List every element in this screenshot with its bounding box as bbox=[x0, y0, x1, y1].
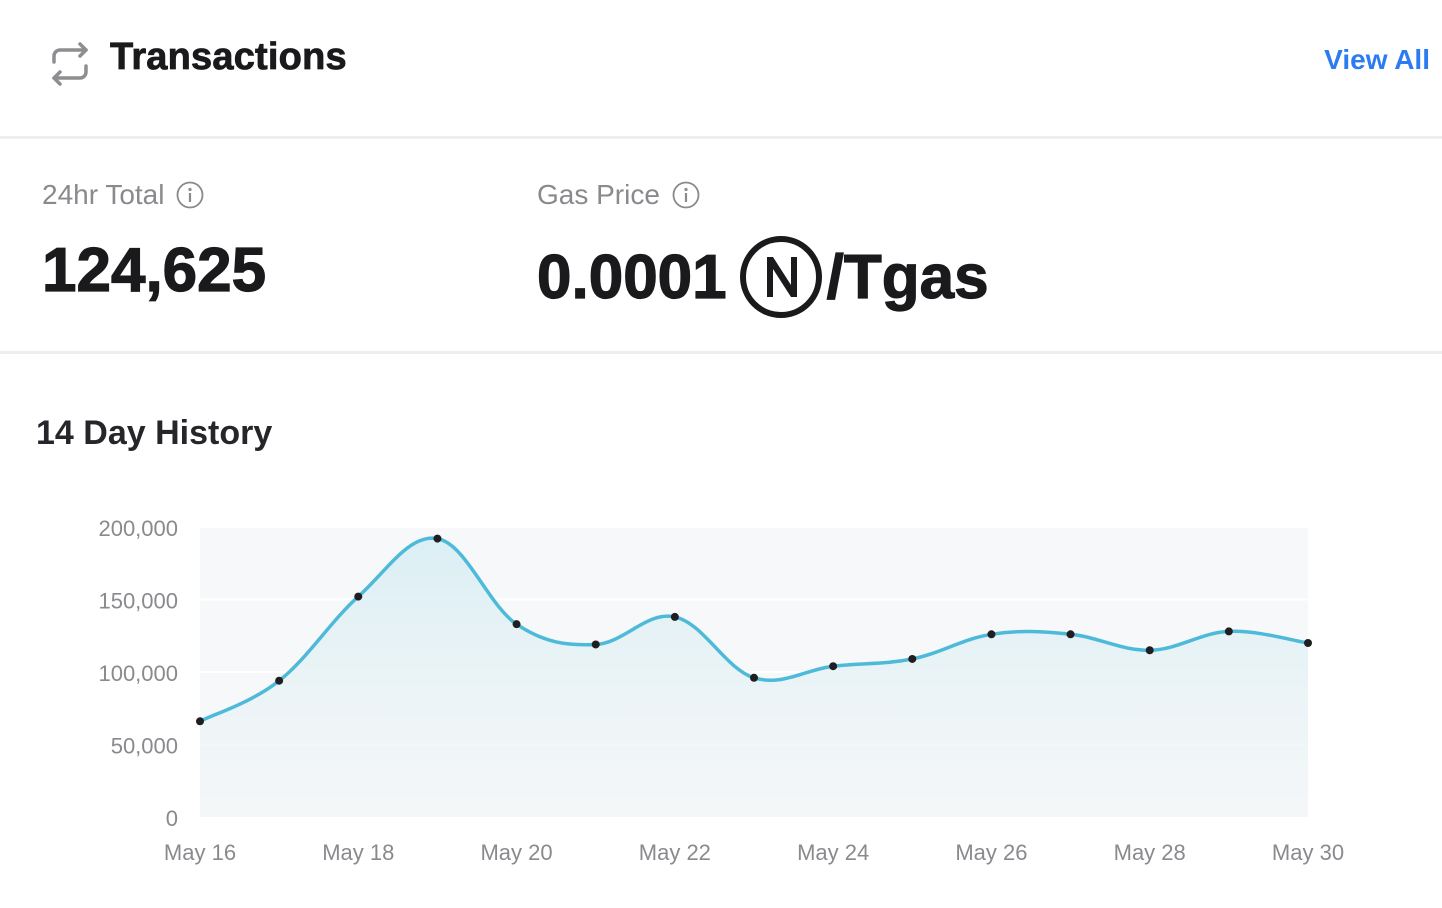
stat-label-row: 24hr Total bbox=[42, 179, 204, 211]
data-point bbox=[1145, 646, 1154, 655]
data-point bbox=[750, 673, 758, 682]
y-tick-label: 0 bbox=[166, 806, 178, 831]
y-tick-label: 200,000 bbox=[98, 516, 178, 541]
y-tick-label: 50,000 bbox=[111, 734, 178, 759]
data-point bbox=[591, 640, 600, 649]
info-icon[interactable] bbox=[176, 181, 204, 209]
x-tick-label: May 28 bbox=[1114, 840, 1186, 865]
x-tick-label: May 24 bbox=[797, 840, 869, 865]
x-tick-label: May 26 bbox=[955, 840, 1027, 865]
gas-price-value: 0.0001 bbox=[536, 242, 727, 312]
stat-label: 24hr Total bbox=[42, 179, 165, 210]
data-point bbox=[829, 662, 838, 671]
stats-panel: 24hr Total 124,625 Gas Price 0.0001 / bbox=[0, 139, 1442, 354]
y-tick-label: 150,000 bbox=[98, 589, 178, 614]
page-title: Transactions bbox=[110, 36, 347, 79]
data-point bbox=[433, 534, 442, 543]
x-tick-label: May 20 bbox=[480, 840, 552, 865]
series-line bbox=[199, 536, 1309, 723]
data-point bbox=[908, 654, 917, 663]
data-point bbox=[1224, 627, 1233, 636]
data-point bbox=[1066, 630, 1075, 639]
data-point bbox=[1304, 639, 1312, 647]
stat-value-row: 0.0001 /Tgas bbox=[536, 235, 989, 319]
gas-price-unit: /Tgas bbox=[826, 242, 989, 312]
stat-value: 124,625 bbox=[41, 235, 267, 305]
x-tick-label: May 30 bbox=[1272, 840, 1344, 865]
history-chart: 0 50,000 100,000 150,000 200,000 May 16 May 1… bbox=[0, 490, 1442, 890]
data-point bbox=[275, 676, 284, 685]
data-point bbox=[670, 612, 679, 621]
x-tick-label: May 18 bbox=[322, 840, 394, 865]
data-point bbox=[512, 620, 521, 629]
x-tick-label: May 22 bbox=[639, 840, 711, 865]
y-tick-label: 100,000 bbox=[98, 661, 178, 686]
near-token-icon bbox=[739, 236, 822, 318]
history-title: 14 Day History bbox=[36, 414, 273, 452]
stat-label: Gas Price bbox=[537, 179, 660, 210]
view-all-link[interactable]: View All bbox=[1324, 44, 1430, 75]
data-point bbox=[354, 592, 363, 601]
transactions-header: Transactions View All bbox=[0, 0, 1442, 139]
series-area bbox=[200, 538, 1308, 817]
x-tick-label: May 16 bbox=[164, 840, 236, 865]
repeat-arrows-icon bbox=[52, 42, 88, 86]
stat-label-row: Gas Price bbox=[537, 179, 700, 211]
history-chart-svg: 0 50,000 100,000 150,000 200,000 May 16 May 1… bbox=[98, 516, 1344, 865]
data-point bbox=[987, 630, 996, 639]
info-icon[interactable] bbox=[672, 181, 700, 209]
data-point bbox=[196, 717, 204, 726]
